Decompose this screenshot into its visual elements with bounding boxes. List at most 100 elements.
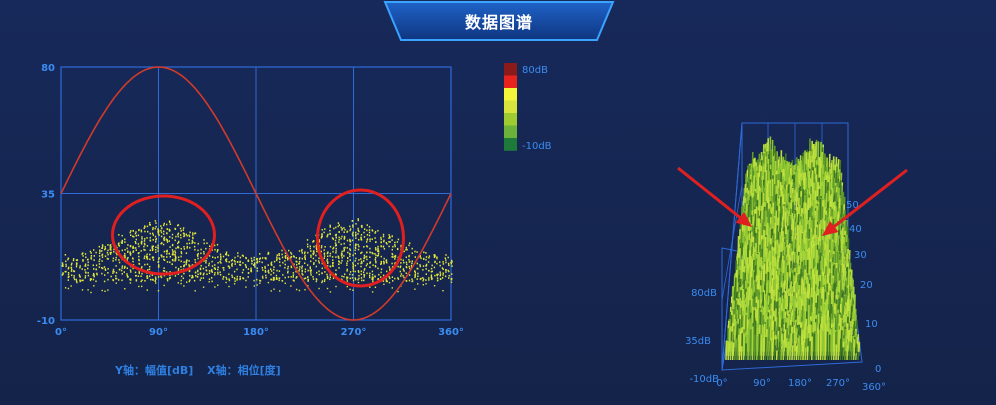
scatter-point	[349, 277, 351, 280]
scatter-point	[434, 274, 436, 277]
scatter-point	[295, 288, 298, 291]
scatter-point	[82, 255, 84, 257]
scatter-point	[377, 254, 379, 257]
scatter-point	[84, 275, 87, 277]
scatter-point	[442, 261, 444, 263]
scatter-point	[199, 279, 201, 281]
scatter-point	[129, 245, 132, 248]
scatter-point	[251, 262, 253, 265]
scatter-point	[189, 265, 191, 268]
scatter-point	[121, 242, 123, 244]
scatter-point	[115, 259, 117, 261]
scatter-point	[383, 283, 385, 285]
scatter-point	[151, 247, 154, 250]
scatter-point	[219, 260, 221, 263]
scatter-point	[216, 250, 218, 253]
scatter-point	[349, 238, 351, 241]
scatter-point	[355, 243, 357, 246]
scatter-point	[351, 274, 354, 276]
scatter-point	[380, 245, 382, 247]
scatter-point	[321, 234, 323, 236]
scatter-point	[155, 225, 157, 228]
scatter-point	[304, 257, 306, 259]
scatter-point	[143, 227, 145, 229]
scatter-point	[290, 251, 292, 254]
scatter-point	[358, 238, 360, 241]
scatter-point	[107, 244, 109, 246]
scatter-point	[183, 234, 186, 237]
scatter-point	[67, 279, 69, 281]
scatter-point	[171, 253, 174, 256]
scatter-point	[391, 252, 393, 255]
scatter-point	[140, 230, 143, 233]
scatter-point	[301, 270, 303, 273]
scatter-point	[214, 257, 216, 259]
scatter-point	[118, 261, 121, 264]
scatter-point	[72, 258, 75, 260]
scatter-point	[180, 236, 182, 239]
scatter-point	[425, 263, 428, 266]
scatter-point	[436, 262, 438, 265]
scatter-point	[231, 265, 233, 267]
scatter-point	[211, 271, 213, 273]
scatter-point	[101, 267, 103, 269]
scatter-point	[399, 270, 401, 273]
scatter-point	[363, 269, 365, 271]
scatter-point	[304, 258, 306, 261]
scatter-point	[287, 265, 289, 268]
scatter-point	[233, 283, 236, 285]
x-tick-label: 180°	[788, 378, 812, 389]
scatter-point	[192, 234, 194, 236]
scatter-point	[267, 264, 269, 266]
scatter-point	[118, 259, 120, 261]
scatter-point	[335, 252, 337, 254]
scatter-point	[199, 267, 202, 270]
page-title: 数据图谱	[464, 13, 533, 32]
scatter-point	[180, 252, 183, 255]
scatter-point	[363, 236, 366, 238]
left-wall-grid	[721, 184, 743, 301]
scatter-point	[386, 280, 388, 283]
scatter-point	[148, 223, 151, 226]
scatter-point	[346, 270, 348, 272]
scatter-point	[168, 240, 170, 242]
scatter-point	[127, 250, 129, 253]
scatter-point	[419, 254, 421, 257]
scatter-point	[285, 257, 287, 259]
scatter-point	[360, 239, 363, 241]
scatter-point	[442, 274, 444, 276]
scatter-point	[422, 279, 424, 282]
scatter-point	[237, 261, 239, 263]
scatter-point	[148, 275, 151, 277]
scatter-point	[256, 261, 259, 264]
scatter-point	[445, 259, 447, 261]
scatter-point	[256, 260, 259, 262]
scatter-point	[250, 269, 252, 271]
scatter-point	[225, 253, 228, 256]
scatter-point	[109, 253, 112, 255]
scatter-point	[380, 268, 383, 271]
scatter-point	[127, 275, 129, 278]
scatter-point	[124, 265, 126, 268]
scatter-point	[158, 230, 160, 232]
scatter-point	[168, 252, 170, 255]
scatter-point	[219, 274, 222, 276]
scatter-point	[197, 249, 199, 252]
scatter-point	[364, 228, 366, 230]
scatter-point	[112, 260, 114, 262]
scatter-point	[112, 272, 114, 274]
scatter-point	[313, 252, 315, 254]
scatter-point	[422, 284, 424, 286]
scatter-point	[332, 238, 334, 240]
scatter-point	[157, 247, 159, 250]
scatter-point	[236, 268, 238, 271]
scatter-point	[245, 279, 247, 282]
scatter-point	[425, 265, 427, 267]
scatter-point	[313, 245, 315, 248]
scatter-point	[163, 250, 166, 253]
scatter-point	[340, 262, 342, 264]
scatter-point	[256, 258, 259, 260]
scatter-point	[346, 239, 349, 242]
x-tick-label: 360°	[438, 327, 464, 338]
scatter-point	[448, 270, 450, 273]
